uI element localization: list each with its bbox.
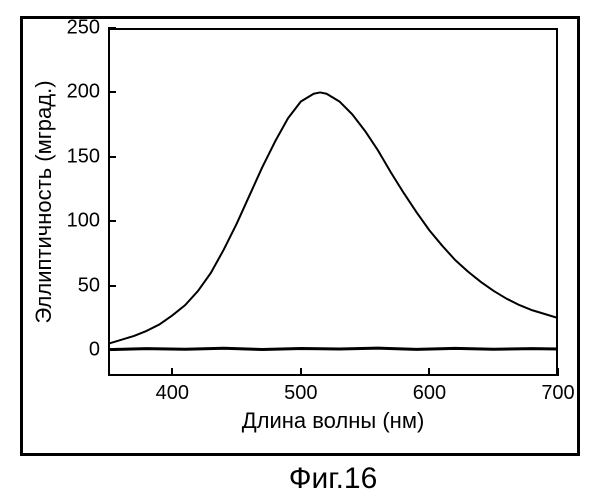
x-tick-label: 700 — [541, 382, 574, 405]
y-tick-label: 150 — [67, 145, 100, 168]
y-tick — [108, 91, 116, 93]
x-tick — [300, 368, 302, 376]
y-tick — [108, 27, 116, 29]
y-tick — [108, 220, 116, 222]
x-tick — [171, 368, 173, 376]
x-tick-label: 500 — [284, 382, 317, 405]
y-tick-label: 100 — [67, 210, 100, 233]
figure-caption: Фиг.16 — [289, 462, 378, 496]
y-tick — [108, 349, 116, 351]
y-tick — [108, 285, 116, 287]
y-tick-label: 200 — [67, 81, 100, 104]
y-tick-label: 50 — [78, 274, 100, 297]
x-axis-label: Длина волны (нм) — [242, 408, 425, 434]
series-baseline — [108, 348, 558, 349]
series-peak — [108, 92, 558, 343]
x-tick — [557, 368, 559, 376]
y-tick — [108, 156, 116, 158]
y-tick-label: 250 — [67, 17, 100, 40]
x-tick-label: 400 — [156, 382, 189, 405]
x-tick-label: 600 — [413, 382, 446, 405]
x-tick — [428, 368, 430, 376]
y-axis-label: Эллиптичность (мград.) — [31, 80, 57, 323]
y-tick-label: 0 — [89, 339, 100, 362]
